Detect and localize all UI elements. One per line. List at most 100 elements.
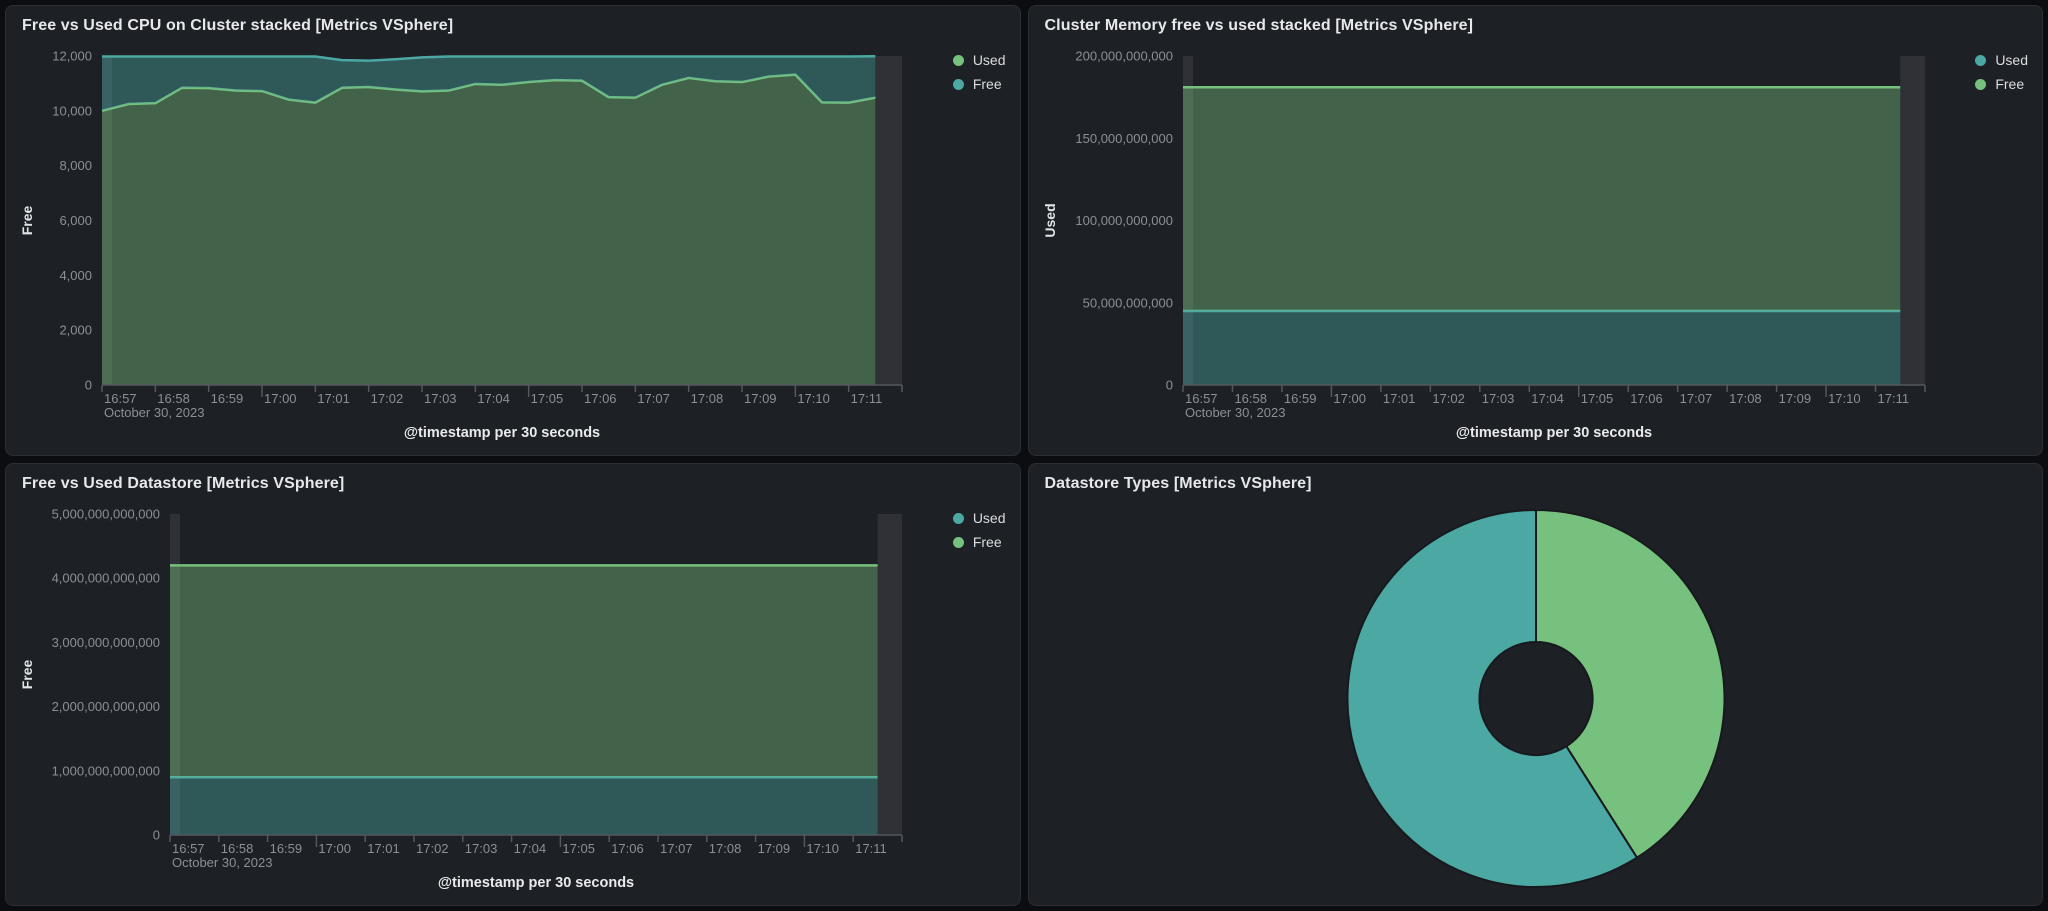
svg-text:12,000: 12,000 [52, 49, 92, 64]
cpu-chart-wrap: 16:57 16:58 16:59 17:00 17:01 17:02 17:03 17:04… [6, 6, 1020, 455]
svg-text:100,000,000,000: 100,000,000,000 [1075, 213, 1173, 228]
legend-item-used[interactable]: Used [952, 510, 1006, 526]
pie-slice-teal[interactable] [1346, 508, 1638, 888]
svg-text:17:06: 17:06 [611, 841, 644, 856]
svg-text:17:03: 17:03 [424, 391, 457, 406]
legend-label: Used [972, 52, 1006, 68]
area-free [170, 565, 878, 778]
svg-text:17:05: 17:05 [562, 841, 595, 856]
panel-title-memory: Cluster Memory free vs used stacked [Met… [1044, 17, 1474, 34]
y-axis: 0 50,000,000,000 100,000,000,000 150,000,00… [1042, 49, 1173, 393]
stacked-series [1182, 86, 1900, 385]
svg-text:17:05: 17:05 [531, 391, 564, 406]
svg-text:17:01: 17:01 [1382, 391, 1415, 406]
svg-text:17:11: 17:11 [855, 841, 887, 856]
x-axis: 16:57 16:58 16:59 17:00 17:01 17:02 17:03 17:04… [169, 834, 903, 891]
memory-plot-area[interactable] [1183, 56, 1925, 385]
memory-stacked-area-chart[interactable]: 16:57 16:58 16:59 17:00 17:01 17:02 17:03 17:04… [1029, 6, 2043, 455]
svg-text:17:10: 17:10 [806, 841, 839, 856]
svg-text:16:58: 16:58 [1234, 391, 1267, 406]
datastore-types-donut-chart[interactable] [1029, 464, 2043, 905]
datastore-stacked-area-chart[interactable]: 16:57 16:58 16:59 17:00 17:01 17:02 17:03 17:04… [6, 464, 1020, 905]
svg-text:17:01: 17:01 [367, 841, 400, 856]
legend-item-free[interactable]: Free [1975, 76, 2028, 92]
svg-text:17:07: 17:07 [660, 841, 693, 856]
datastore-chart-wrap: 16:57 16:58 16:59 17:00 17:01 17:02 17:03 17:04… [6, 464, 1020, 905]
panel-title-datastore-types: Datastore Types [Metrics VSphere] [1044, 475, 1312, 492]
svg-text:17:11: 17:11 [1877, 391, 1909, 406]
svg-text:17:07: 17:07 [637, 391, 670, 406]
svg-text:0: 0 [153, 828, 160, 843]
svg-text:17:09: 17:09 [744, 391, 777, 406]
svg-text:2,000: 2,000 [59, 323, 92, 338]
svg-text:6,000: 6,000 [59, 213, 92, 228]
legend-item-used[interactable]: Used [1975, 52, 2028, 68]
svg-text:0: 0 [85, 378, 92, 393]
legend-item-free[interactable]: Free [952, 76, 1006, 92]
y-axis: 0 2,000 4,000 6,000 8,000 10,000 12,000 Free [19, 49, 92, 393]
panel-memory-stacked: Cluster Memory free vs used stacked [Met… [1027, 5, 2043, 456]
svg-text:16:57: 16:57 [172, 841, 205, 856]
svg-text:5,000,000,000,000: 5,000,000,000,000 [52, 507, 160, 522]
legend-swatch-free [952, 536, 964, 548]
pie-slice-green[interactable] [1534, 508, 1725, 860]
svg-text:17:01: 17:01 [317, 391, 350, 406]
panel-datastore-types: Datastore Types [Metrics VSphere] [1027, 463, 2043, 906]
panel-title-cpu: Free vs Used CPU on Cluster stacked [Met… [22, 17, 454, 34]
svg-text:17:08: 17:08 [691, 391, 724, 406]
svg-text:17:08: 17:08 [1729, 391, 1762, 406]
svg-text:150,000,000,000: 150,000,000,000 [1075, 131, 1173, 146]
partial-bucket-endzones [170, 514, 902, 835]
panel-title-datastore: Free vs Used Datastore [Metrics VSphere] [22, 475, 345, 492]
legend-swatch-free [1975, 78, 1987, 90]
legend-swatch-used [952, 54, 964, 66]
area-used [170, 777, 878, 835]
legend-label: Used [972, 510, 1006, 526]
svg-text:17:07: 17:07 [1679, 391, 1712, 406]
svg-text:16:57: 16:57 [104, 391, 137, 406]
svg-text:17:03: 17:03 [465, 841, 498, 856]
svg-text:17:06: 17:06 [584, 391, 617, 406]
legend-swatch-used [952, 512, 964, 524]
svg-text:4,000: 4,000 [59, 268, 92, 283]
x-axis: 16:57 16:58 16:59 17:00 17:01 17:02 17:03 17:04… [101, 384, 903, 441]
memory-chart-legend: Used Free [1975, 52, 2028, 92]
legend-item-used[interactable]: Used [952, 52, 1006, 68]
datastore-types-chart-wrap [1029, 464, 2043, 905]
svg-text:16:59: 16:59 [1283, 391, 1316, 406]
cpu-plot-area[interactable] [102, 56, 902, 385]
y-axis-title: Free [19, 206, 35, 236]
svg-text:17:00: 17:00 [318, 841, 351, 856]
svg-text:17:02: 17:02 [371, 391, 404, 406]
svg-text:17:00: 17:00 [1333, 391, 1366, 406]
stacked-series [170, 564, 878, 835]
svg-text:16:58: 16:58 [221, 841, 254, 856]
y-axis-title: Used [1042, 203, 1058, 237]
area-used [102, 74, 876, 385]
svg-text:17:09: 17:09 [1778, 391, 1811, 406]
area-free [1182, 87, 1900, 311]
cpu-stacked-area-chart[interactable]: 16:57 16:58 16:59 17:00 17:01 17:02 17:03 17:04… [6, 6, 1020, 455]
donut-slices [1346, 508, 1725, 888]
line-used [101, 73, 876, 113]
svg-text:1,000,000,000,000: 1,000,000,000,000 [52, 763, 160, 778]
svg-text:10,000: 10,000 [52, 103, 92, 118]
svg-text:17:11: 17:11 [851, 391, 883, 406]
cpu-chart-legend: Used Free [952, 52, 1006, 92]
svg-text:17:10: 17:10 [797, 391, 830, 406]
area-free [102, 56, 876, 111]
legend-item-free[interactable]: Free [952, 534, 1006, 550]
memory-chart-wrap: 16:57 16:58 16:59 17:00 17:01 17:02 17:03 17:04… [1029, 6, 2043, 455]
datastore-chart-legend: Used Free [952, 510, 1006, 550]
legend-label: Free [1995, 76, 2025, 92]
svg-text:16:59: 16:59 [211, 391, 244, 406]
svg-text:3,000,000,000,000: 3,000,000,000,000 [52, 635, 160, 650]
datastore-plot-area[interactable] [170, 514, 902, 835]
panel-cpu-stacked: Free vs Used CPU on Cluster stacked [Met… [5, 5, 1021, 456]
svg-text:17:10: 17:10 [1828, 391, 1861, 406]
svg-text:8,000: 8,000 [59, 158, 92, 173]
svg-text:17:08: 17:08 [709, 841, 742, 856]
y-axis: 0 1,000,000,000,000 2,000,000,000,000 3,000… [19, 507, 160, 843]
svg-text:200,000,000,000: 200,000,000,000 [1075, 49, 1173, 64]
panel-datastore-stacked: Free vs Used Datastore [Metrics VSphere]… [5, 463, 1021, 906]
